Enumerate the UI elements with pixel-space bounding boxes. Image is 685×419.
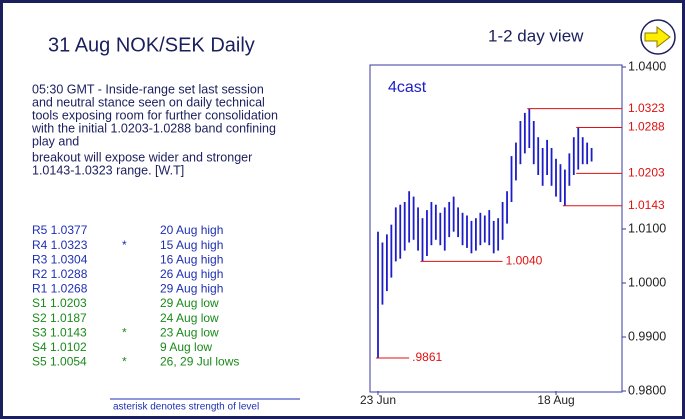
level-label: 1.0203 — [628, 166, 665, 180]
level-value: R3 1.0304 — [32, 252, 88, 266]
level-note: 29 Aug low — [160, 296, 219, 310]
y-tick-label: 1.0400 — [628, 59, 666, 73]
level-strength: * — [122, 238, 127, 252]
y-tick-label: 1.0100 — [628, 221, 666, 235]
level-note: 23 Aug low — [160, 325, 219, 339]
commentary-line: play and — [32, 134, 79, 148]
title: 31 Aug NOK/SEK Daily — [48, 34, 255, 56]
plot-area — [369, 64, 623, 393]
x-tick-label: 18 Aug — [537, 393, 574, 407]
level-value: S4 1.0102 — [32, 340, 87, 354]
level-label: 1.0323 — [628, 101, 665, 115]
level-note: 20 Aug high — [160, 223, 223, 237]
level-label: 1.0143 — [628, 198, 665, 212]
level-value: R4 1.0323 — [32, 238, 88, 252]
commentary-line: breakout will expose wider and stronger — [32, 150, 252, 164]
level-label: 1.0040 — [506, 254, 543, 268]
y-tick-label: 0.9900 — [628, 329, 666, 343]
level-value: S2 1.0187 — [32, 311, 87, 325]
level-value: S5 1.0054 — [32, 355, 87, 369]
level-value: R2 1.0288 — [32, 267, 88, 281]
level-label: .9861 — [412, 350, 442, 364]
commentary-line: 05:30 GMT - Inside-range set last sessio… — [32, 82, 264, 96]
level-note: 16 Aug high — [160, 252, 223, 266]
level-note: 15 Aug high — [160, 238, 223, 252]
level-note: 24 Aug low — [160, 311, 219, 325]
level-value: S3 1.0143 — [32, 325, 87, 339]
commentary-line: 1.0143-1.0323 range. [W.T] — [32, 163, 184, 177]
commentary-line: with the initial 1.0203-1.0288 band conf… — [31, 121, 276, 135]
footer: asterisk denotes strength of level — [113, 402, 259, 413]
level-value: S1 1.0203 — [32, 296, 87, 310]
commentary-line: tools exposing room for further consolid… — [32, 108, 278, 122]
commentary-line: and neutral stance seen on daily technic… — [32, 95, 265, 109]
level-strength: * — [122, 355, 127, 369]
view-label: 1-2 day view — [488, 26, 584, 45]
level-label: 1.0288 — [628, 120, 665, 134]
level-value: R5 1.0377 — [32, 223, 88, 237]
level-strength: * — [122, 325, 127, 339]
level-note: 26, 29 Jul lows — [160, 355, 239, 369]
x-tick-label: 23 Jun — [360, 393, 396, 407]
level-value: R1 1.0268 — [32, 282, 88, 296]
level-note: 29 Aug high — [160, 282, 223, 296]
level-note: 9 Aug low — [160, 340, 212, 354]
level-note: 26 Aug high — [160, 267, 223, 281]
chart-label: 4cast — [388, 79, 427, 96]
y-tick-label: 1.0000 — [628, 275, 666, 289]
y-tick-label: 0.9800 — [628, 383, 666, 397]
arrow-icon — [640, 19, 676, 55]
